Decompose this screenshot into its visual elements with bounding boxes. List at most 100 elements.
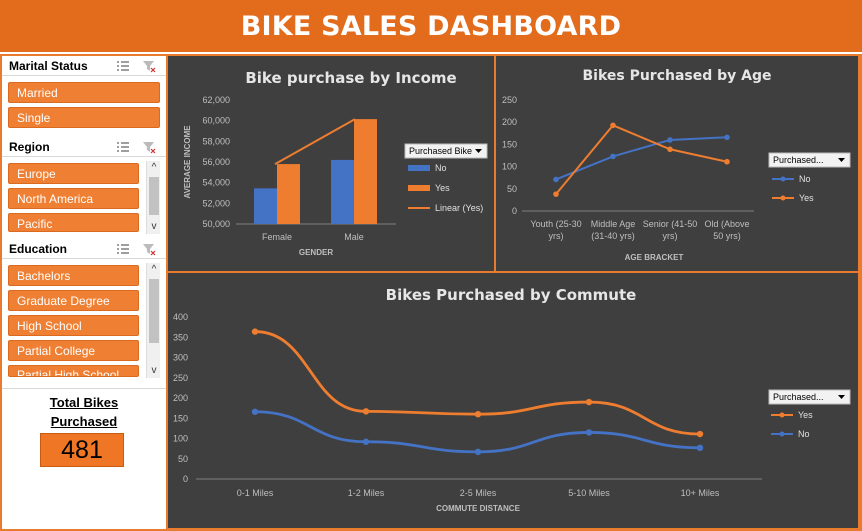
x-tick-label: 10+ Miles (681, 488, 720, 498)
commute-chart-panel: Bikes Purchased by Commute 0 50 100 150 200 25… (168, 273, 858, 528)
data-point (251, 328, 259, 335)
chart-title: Bikes Purchased by Commute (386, 286, 637, 304)
multi-select-icon[interactable] (116, 59, 130, 73)
y-tick-label: 50,000 (202, 219, 230, 229)
age-chart-panel: Bikes Purchased by Age 0 50 100 150 200 250 You… (496, 56, 858, 271)
y-tick-label: 56,000 (202, 157, 230, 167)
slicer-item-bachelors[interactable]: Bachelors (8, 265, 139, 286)
y-tick-label: 150 (173, 413, 188, 423)
education-scrollbar[interactable]: ^ v (146, 263, 160, 378)
total-label-line2: Purchased (50, 414, 118, 429)
chart-title: Bike purchase by Income (245, 69, 456, 87)
data-point (724, 134, 730, 141)
dashboard-title: BIKE SALES DASHBOARD (240, 11, 622, 42)
scroll-up-icon[interactable]: ^ (151, 162, 157, 173)
x-tick-label: Female (262, 232, 292, 242)
data-point (667, 146, 673, 153)
slicer-item-married[interactable]: Married (8, 82, 160, 103)
clear-filter-icon[interactable] (142, 242, 156, 256)
y-tick-label: 100 (502, 162, 517, 172)
scroll-thumb[interactable] (149, 177, 159, 215)
legend-marker (780, 176, 786, 182)
legend-swatch (408, 165, 430, 171)
data-point (585, 398, 593, 406)
x-tick-label: Male (344, 232, 364, 242)
slicer-item-north-america[interactable]: North America (8, 188, 139, 209)
slicer-title: Education (9, 242, 68, 256)
y-tick-label: 58,000 (202, 136, 230, 146)
slicer-item-europe[interactable]: Europe (8, 163, 139, 184)
legend-filter-label: Purchased... (773, 155, 824, 165)
y-tick-label: 54,000 (202, 178, 230, 188)
sidebar: Marital Status Married Single Region Eur… (2, 56, 166, 529)
x-tick-label: 50 yrs) (713, 231, 741, 241)
legend-filter-button (404, 143, 488, 159)
chart-title: Bikes Purchased by Age (582, 68, 771, 84)
clear-filter-icon[interactable] (142, 59, 156, 73)
region-scrollbar[interactable]: ^ v (146, 161, 160, 234)
legend-swatch (408, 185, 430, 191)
x-tick-label: 0-1 Miles (237, 488, 274, 498)
slicer-education: Education Bachelors Graduate Degree High… (2, 239, 166, 385)
multi-select-icon[interactable] (116, 242, 130, 256)
clear-filter-icon[interactable] (142, 140, 156, 154)
slicer-item-partial-high-school[interactable]: Partial High School (8, 365, 139, 377)
series-line-no (555, 136, 728, 181)
x-tick-label: Middle Age (591, 219, 636, 229)
commute-chart: Bikes Purchased by Commute 0 50 100 150 200 25… (173, 286, 851, 513)
y-axis-title: AVERAGE INCOME (183, 125, 192, 199)
x-tick-label: (31-40 yrs) (591, 231, 635, 241)
data-point (251, 408, 259, 415)
bar-no-male (331, 159, 354, 224)
slicer-item-high-school[interactable]: High School (8, 315, 139, 336)
slicer-title: Region (9, 140, 50, 154)
slicer-region: Region Europe North America Pacific ^ v (2, 137, 166, 235)
x-axis-title: COMMUTE DISTANCE (436, 504, 521, 513)
data-point (696, 430, 704, 438)
x-axis-title: AGE BRACKET (625, 253, 684, 262)
legend-label: Linear (Yes) (435, 203, 483, 213)
legend-marker (779, 431, 785, 437)
slicer-item-pacific[interactable]: Pacific (8, 213, 139, 232)
multi-select-icon[interactable] (116, 140, 130, 154)
y-tick-label: 250 (173, 373, 188, 383)
legend-label: No (798, 429, 810, 439)
y-tick-label: 200 (173, 393, 188, 403)
series-line-no (254, 410, 701, 454)
slicer-item-partial-college[interactable]: Partial College (8, 340, 139, 361)
y-tick-label: 150 (502, 139, 517, 149)
slicer-header: Marital Status (2, 56, 166, 76)
scroll-up-icon[interactable]: ^ (151, 264, 157, 275)
y-tick-label: 200 (502, 117, 517, 127)
legend-filter-label: Purchased Bike (409, 146, 472, 156)
bar-yes-male (354, 119, 377, 224)
legend-filter-button (768, 389, 851, 405)
series-line-yes (254, 330, 701, 436)
y-tick-label: 300 (173, 353, 188, 363)
y-tick-label: 350 (173, 332, 188, 342)
dropdown-arrow-icon (838, 395, 845, 399)
total-bikes-card: Total Bikes Purchased 481 (2, 388, 166, 529)
data-point (553, 176, 559, 183)
y-tick-label: 250 (502, 95, 517, 105)
legend-label: Yes (799, 193, 814, 203)
y-tick-label: 50 (507, 184, 517, 194)
legend-filter-button (768, 152, 851, 168)
data-point (362, 408, 370, 415)
data-point (696, 444, 704, 452)
legend-filter-label: Purchased... (773, 392, 824, 402)
income-chart: Bike purchase by Income 50,000 52,000 54,00… (183, 69, 488, 257)
dropdown-arrow-icon (475, 149, 482, 153)
dropdown-arrow-icon (838, 158, 845, 162)
x-tick-label: Senior (41-50 (643, 219, 698, 229)
x-tick-label: 5-10 Miles (568, 488, 610, 498)
scroll-down-icon[interactable]: v (151, 221, 157, 232)
y-tick-label: 0 (512, 206, 517, 216)
slicer-marital-status: Marital Status Married Single (2, 56, 166, 135)
scroll-thumb[interactable] (149, 279, 159, 343)
slicer-item-single[interactable]: Single (8, 107, 160, 128)
slicer-item-graduate-degree[interactable]: Graduate Degree (8, 290, 139, 311)
data-point (553, 191, 559, 197)
scroll-down-icon[interactable]: v (151, 365, 157, 376)
y-tick-label: 62,000 (202, 95, 230, 105)
